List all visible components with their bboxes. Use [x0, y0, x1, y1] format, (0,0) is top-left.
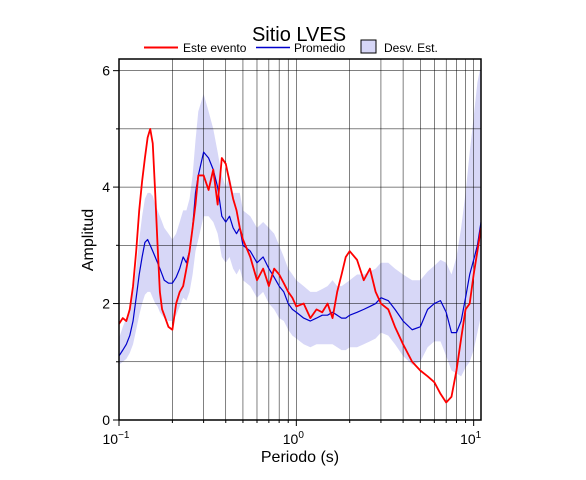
plot-frame [118, 58, 482, 421]
y-tick-label: 4 [102, 179, 110, 195]
x-tick-label: 101 [460, 430, 482, 447]
y-tick-label: 6 [102, 63, 110, 79]
legend-std-label: Desv. Est. [384, 41, 438, 55]
y-tick-label: 0 [102, 412, 110, 428]
legend-mean-label: Promedio [294, 41, 346, 55]
std-dev-band [119, 64, 481, 377]
x-tick-label: 10−1 [103, 430, 130, 447]
legend-std-swatch [360, 39, 377, 54]
y-axis-label: Amplitud [80, 209, 97, 271]
legend-event-label: Este evento [183, 41, 247, 55]
y-tick-label: 2 [102, 296, 110, 312]
x-axis-label: Periodo (s) [261, 449, 339, 466]
chart-title: Sitio LVES [252, 24, 346, 46]
event-line [119, 127, 481, 404]
legend: Este evento Promedio Desv. Est. [144, 39, 438, 55]
x-tick-label: 100 [283, 430, 305, 447]
